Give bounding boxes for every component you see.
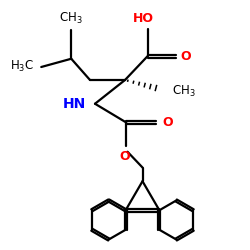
Text: HO: HO [133, 12, 154, 26]
Text: CH$_3$: CH$_3$ [60, 11, 83, 26]
Text: O: O [119, 150, 130, 163]
Text: HN: HN [63, 98, 86, 112]
Text: O: O [162, 116, 173, 129]
Text: CH$_3$: CH$_3$ [172, 84, 196, 99]
Text: O: O [180, 50, 191, 63]
Text: H$_3$C: H$_3$C [10, 59, 34, 74]
